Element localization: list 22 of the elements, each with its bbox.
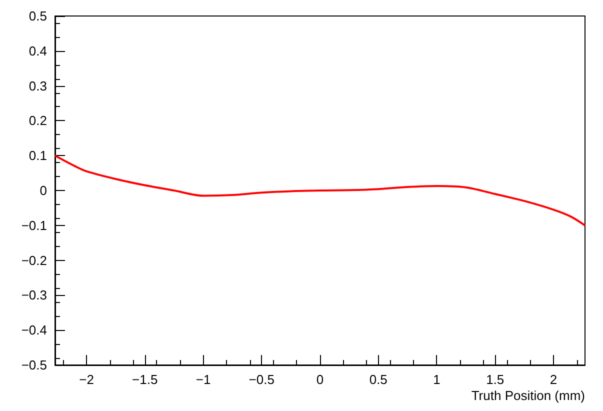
y-tick-label: −0.5 — [21, 358, 47, 372]
y-tick-label: 0.4 — [28, 43, 47, 58]
y-tick-label: 0.1 — [28, 148, 47, 164]
line-series — [54, 154, 586, 226]
x-tick-label: 0 — [316, 372, 324, 387]
x-tick-label: 0.5 — [369, 372, 388, 387]
x-axis-title: Truth Position (mm) — [471, 388, 585, 403]
x-tick-label: −0.5 — [248, 372, 274, 387]
y-tick-label: −0.4 — [21, 322, 47, 338]
x-tick-label: −1.5 — [132, 372, 158, 387]
y-tick-label: −0.2 — [21, 252, 47, 268]
x-tick-label: −2 — [79, 372, 94, 387]
y-tick-label: 0 — [40, 183, 47, 198]
x-tick-label: 1.5 — [486, 372, 504, 387]
y-tick-label: 0.2 — [28, 113, 47, 128]
y-tick-label: −0.1 — [21, 218, 47, 233]
y-tick-label: −0.3 — [21, 288, 47, 303]
x-tick-label: 2 — [550, 372, 558, 387]
x-tick-label: −1 — [196, 372, 211, 387]
y-tick-label: 0.5 — [28, 8, 47, 24]
x-tick-label: 1 — [433, 372, 440, 387]
y-tick-label: 0.3 — [28, 78, 47, 94]
